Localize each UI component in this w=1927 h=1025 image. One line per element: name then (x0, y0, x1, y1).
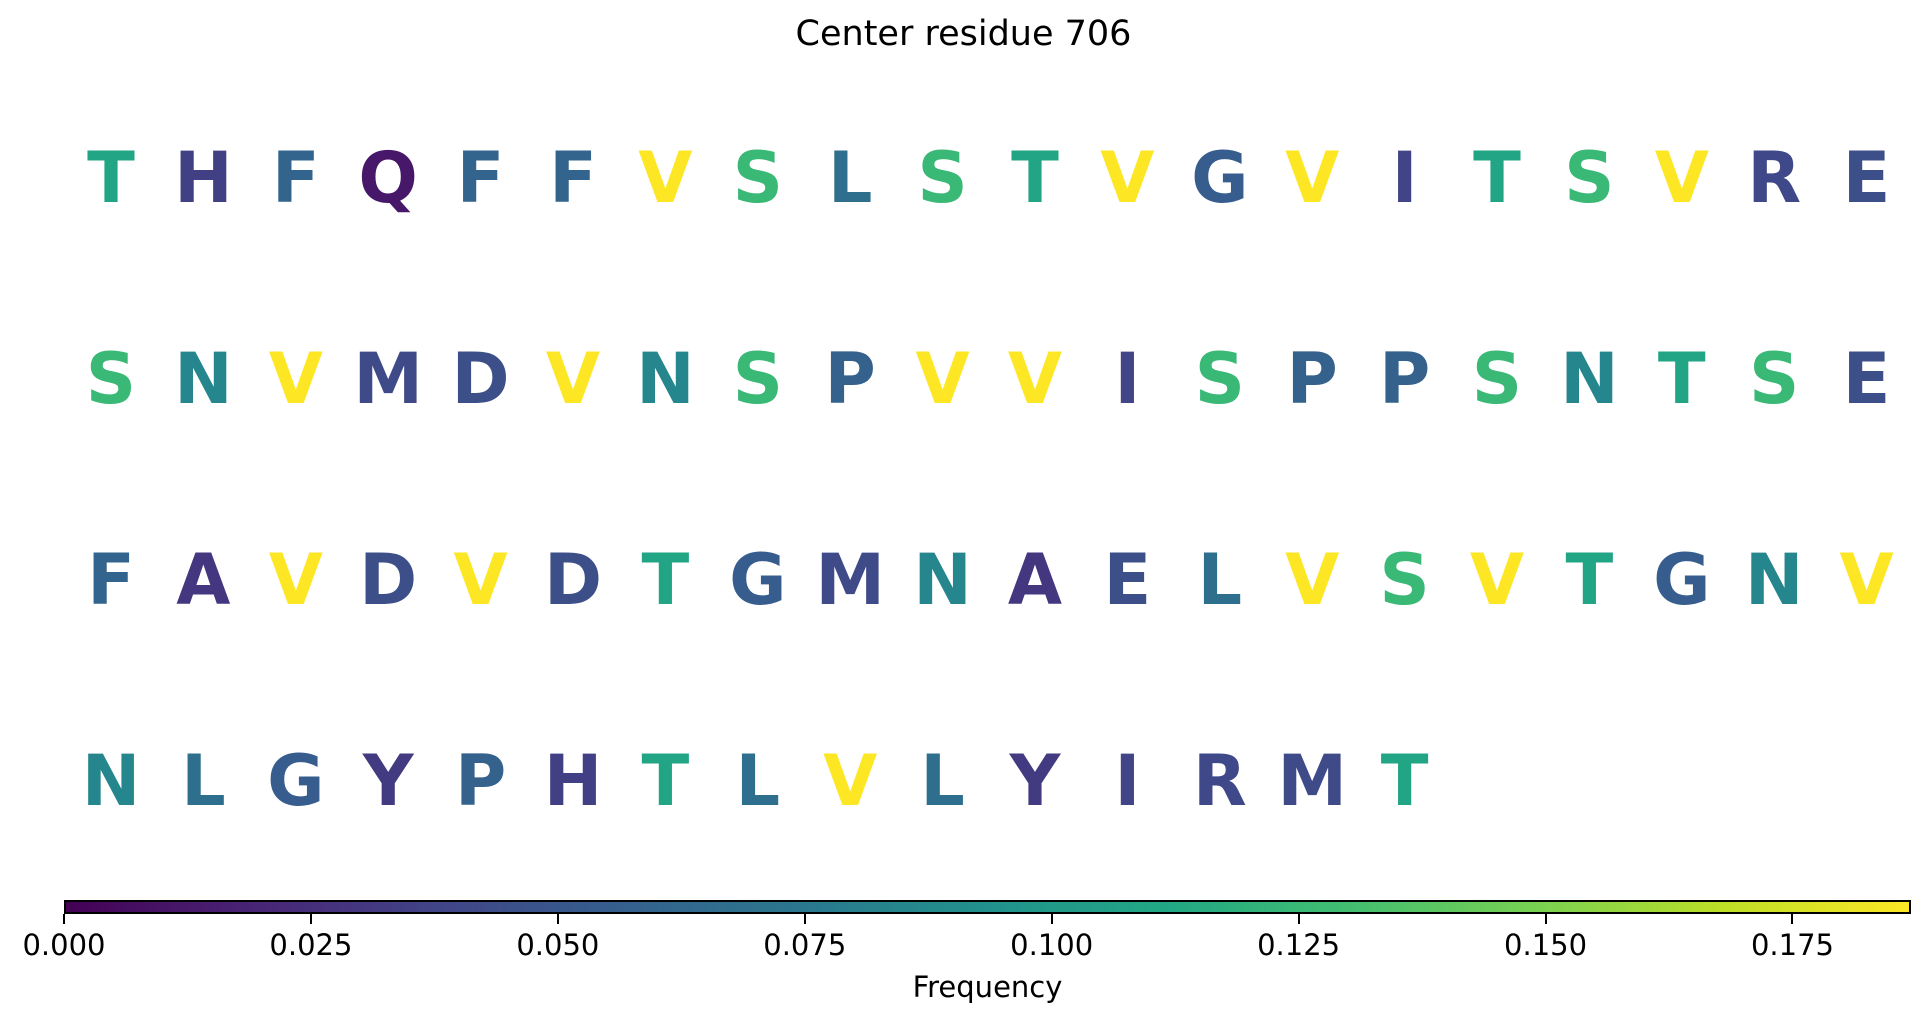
residue-letter: N (636, 338, 695, 420)
residue-letter: S (1748, 338, 1800, 420)
colorbar-tick (556, 914, 559, 924)
residue-letter: G (267, 740, 325, 822)
residue-letter: F (87, 539, 135, 621)
residue-letter: T (1380, 740, 1429, 822)
residue-letter: D (451, 338, 510, 420)
residue-letter: V (1285, 137, 1340, 219)
colorbar-tick (803, 914, 806, 924)
residue-letter: R (1192, 740, 1247, 822)
residue-letter: I (1114, 338, 1141, 420)
residue-letter: M (353, 338, 424, 420)
residue-letter: L (827, 137, 873, 219)
colorbar-tick-label: 0.150 (1504, 928, 1588, 962)
residue-letter: S (1564, 137, 1615, 219)
residue-letter: S (1379, 539, 1430, 621)
residue-letter: V (1100, 137, 1155, 219)
residue-letter: G (1653, 539, 1711, 621)
residue-letter: P (454, 740, 507, 822)
residue-letter: F (549, 137, 597, 219)
residue-letter: P (1286, 338, 1338, 420)
residue-letter: V (1654, 137, 1709, 219)
residue-letter: T (641, 539, 690, 621)
residue-letter: Y (362, 740, 414, 822)
residue-letter: T (1011, 137, 1059, 219)
residue-letter: P (1378, 338, 1431, 420)
residue-letter: D (543, 539, 603, 621)
residue-letter: L (181, 740, 226, 822)
chart-title: Center residue 706 (795, 14, 1132, 54)
residue-letter: P (824, 338, 876, 420)
colorbar-tick-label: 0.075 (763, 928, 847, 962)
colorbar-tick-label: 0.025 (269, 928, 353, 962)
residue-letter: M (815, 539, 886, 621)
residue-letter: E (1103, 539, 1152, 621)
colorbar-tick (1050, 914, 1053, 924)
residue-letter: N (1744, 539, 1804, 621)
residue-letter: Q (358, 137, 418, 219)
colorbar-tick (1297, 914, 1300, 924)
residue-letter: V (545, 338, 601, 420)
residue-letter: A (176, 539, 231, 621)
residue-letter: V (453, 539, 508, 621)
residue-letter: G (1191, 137, 1249, 219)
residue-letter: L (735, 740, 781, 822)
residue-letter: I (1114, 740, 1141, 822)
colorbar-tick-label: 0.100 (1010, 928, 1094, 962)
residue-letter: M (1277, 740, 1348, 822)
residue-letter: V (1285, 539, 1340, 621)
residue-letter: V (915, 338, 970, 420)
residue-letter: S (1471, 338, 1523, 420)
residue-letter: T (87, 137, 135, 219)
residue-letter: F (456, 137, 505, 219)
residue-letter: S (917, 137, 968, 219)
colorbar-label: Frequency (912, 970, 1063, 1004)
residue-letter: S (732, 338, 783, 420)
residue-letter: S (85, 338, 137, 420)
colorbar-tick (309, 914, 312, 924)
residue-letter: S (1194, 338, 1245, 420)
residue-letter: T (1657, 338, 1706, 420)
residue-letter: V (1839, 539, 1894, 621)
residue-letter: E (1842, 338, 1891, 420)
residue-letter: T (641, 740, 690, 822)
residue-letter: T (1565, 539, 1614, 621)
colorbar (64, 900, 1911, 914)
residue-letter: N (1560, 338, 1619, 420)
residue-letter: V (268, 539, 323, 621)
residue-letter: G (729, 539, 787, 621)
residue-letter: E (1842, 137, 1891, 219)
residue-letter: D (359, 539, 418, 621)
residue-letter: N (913, 539, 972, 621)
residue-letter: H (174, 137, 233, 219)
residue-letter: S (732, 137, 783, 219)
residue-letter: I (1391, 137, 1418, 219)
residue-letter: A (1007, 539, 1063, 621)
colorbar-tick (63, 914, 65, 924)
residue-letter: V (638, 137, 693, 219)
residue-letter: T (1473, 137, 1521, 219)
colorbar-tick-label: 0.125 (1257, 928, 1341, 962)
residue-letter: N (174, 338, 233, 420)
residue-letter: N (81, 740, 141, 822)
residue-letter: R (1747, 137, 1802, 219)
residue-letter: H (543, 740, 603, 822)
residue-letter: V (1469, 539, 1525, 621)
residue-letter: V (1007, 338, 1063, 420)
residue-letter: F (271, 137, 320, 219)
colorbar-tick-label: 0.175 (1750, 928, 1834, 962)
colorbar-tick-label: 0.050 (516, 928, 600, 962)
residue-letter: Y (1009, 740, 1061, 822)
colorbar-tick (1544, 914, 1547, 924)
residue-letter: V (823, 740, 878, 822)
colorbar-tick (1791, 914, 1794, 924)
residue-letter: L (1197, 539, 1243, 621)
colorbar-tick-label: 0.000 (22, 928, 106, 962)
residue-letter: V (268, 338, 323, 420)
residue-letter: L (920, 740, 965, 822)
